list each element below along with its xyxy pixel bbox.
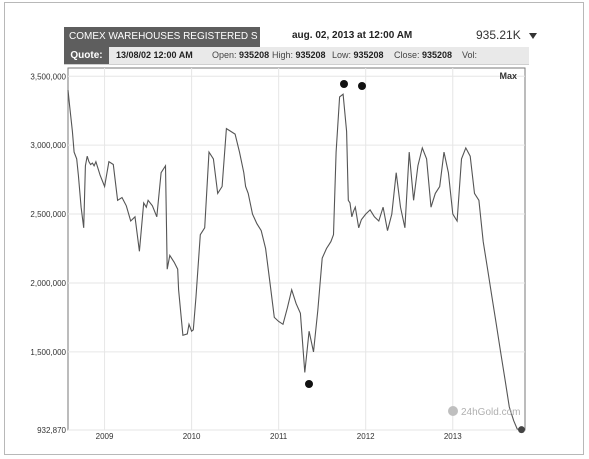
quote-date: 13/08/02 12:00 AM xyxy=(116,50,193,60)
chart-header: COMEX WAREHOUSES REGISTERED S aug. 02, 2… xyxy=(64,27,539,47)
annotation-dot xyxy=(340,80,348,88)
x-tick-label: 2011 xyxy=(270,432,288,441)
quote-bar: Quote: 13/08/02 12:00 AM Open: 935208 Hi… xyxy=(64,47,529,65)
range-max-label[interactable]: Max xyxy=(499,71,517,81)
grid xyxy=(68,68,525,431)
header-date: aug. 02, 2013 at 12:00 AM xyxy=(292,30,413,41)
watermark-text: 24hGold.com xyxy=(461,407,520,418)
y-tick-label: 3,000,000 xyxy=(30,141,66,150)
y-tick-label: 2,500,000 xyxy=(30,210,66,219)
x-tick-label: 2010 xyxy=(183,432,201,441)
last-point-marker xyxy=(518,426,526,434)
y-tick-label: 932,870 xyxy=(37,426,66,435)
y-axis: 3,500,000 3,000,000 2,500,000 2,000,000 1,50… xyxy=(30,72,66,435)
annotation-dot xyxy=(358,82,366,90)
plot-area xyxy=(67,67,526,431)
x-tick-label: 2012 xyxy=(357,432,375,441)
quote-open: Open: 935208 xyxy=(212,50,270,60)
x-tick-label: 2013 xyxy=(444,432,462,441)
annotation-dot xyxy=(305,380,313,388)
watermark: 24hGold.com xyxy=(448,406,520,418)
quote-vol: Vol: xyxy=(462,50,478,60)
quote-low: Low: 935208 xyxy=(332,50,384,60)
quote-high: High: 935208 xyxy=(272,50,326,60)
quote-close: Close: 935208 xyxy=(394,50,453,60)
y-tick-label: 3,500,000 xyxy=(30,72,66,81)
series-line xyxy=(67,89,522,431)
header-value[interactable]: 935.21K xyxy=(476,28,521,42)
x-axis: 2009 2010 2011 2012 2013 xyxy=(96,432,463,441)
dropdown-arrow-icon[interactable] xyxy=(529,33,537,39)
quote-label: Quote: xyxy=(64,47,109,64)
chart-title: COMEX WAREHOUSES REGISTERED S xyxy=(64,27,260,47)
y-tick-label: 2,000,000 xyxy=(30,279,66,288)
x-tick-label: 2009 xyxy=(96,432,114,441)
y-tick-label: 1,500,000 xyxy=(30,348,66,357)
